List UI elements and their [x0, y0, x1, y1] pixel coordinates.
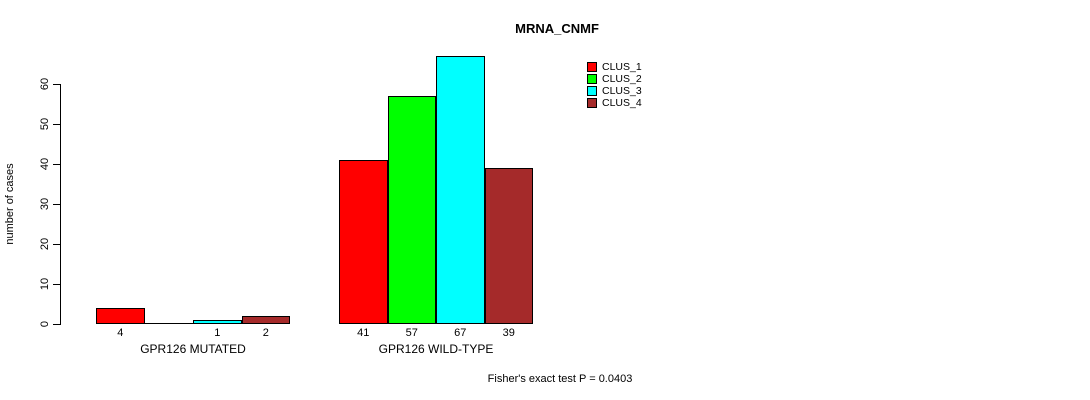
y-axis-line	[60, 84, 61, 325]
bar-value-label: 2	[262, 327, 269, 339]
y-tick-label: 30	[39, 197, 51, 211]
bar-clus_1	[339, 160, 388, 324]
y-tick-mark	[53, 163, 60, 165]
legend-item-clus_1: CLUS_1	[587, 61, 642, 73]
bar-value-label: 1	[214, 327, 221, 339]
legend-item-clus_3: CLUS_3	[587, 85, 642, 97]
legend-swatch-icon	[587, 86, 597, 96]
legend-label: CLUS_4	[602, 97, 642, 109]
y-tick-mark	[53, 283, 60, 285]
footnote-text: Fisher's exact test P = 0.0403	[487, 373, 633, 385]
y-tick-mark	[53, 323, 60, 325]
bar-value-label: 4	[117, 327, 124, 339]
y-tick-label: 20	[39, 237, 51, 251]
chart-title: MRNA_CNMF	[515, 21, 599, 36]
bar-clus_3	[193, 320, 242, 324]
y-tick-label: 10	[39, 277, 51, 291]
legend-swatch-icon	[587, 62, 597, 72]
bar-clus_1	[96, 308, 145, 324]
bar-clus_2	[144, 323, 193, 324]
y-tick-mark	[53, 83, 60, 85]
legend-swatch-icon	[587, 74, 597, 84]
y-tick-mark	[53, 203, 60, 205]
bar-value-label: 41	[357, 327, 370, 339]
y-tick-label: 0	[39, 320, 51, 328]
x-group-label: GPR126 WILD-TYPE	[378, 342, 494, 356]
bar-clus_2	[387, 96, 436, 324]
y-tick-label: 60	[39, 77, 51, 91]
legend-swatch-icon	[587, 98, 597, 108]
y-tick-label: 40	[39, 157, 51, 171]
y-tick-mark	[53, 123, 60, 125]
legend-label: CLUS_2	[602, 73, 642, 85]
bar-value-label: 39	[502, 327, 515, 339]
bar-value-label: 67	[454, 327, 467, 339]
legend-label: CLUS_3	[602, 85, 642, 97]
bar-clus_4	[484, 168, 533, 324]
bar-value-label: 57	[405, 327, 418, 339]
y-axis-label: number of cases	[4, 163, 16, 245]
legend: CLUS_1 CLUS_2 CLUS_3 CLUS_4	[587, 61, 642, 109]
legend-item-clus_4: CLUS_4	[587, 97, 642, 109]
bar-clus_4	[241, 316, 290, 324]
bar-clus_3	[436, 56, 485, 324]
y-tick-label: 50	[39, 117, 51, 131]
legend-label: CLUS_1	[602, 61, 642, 73]
y-tick-mark	[53, 243, 60, 245]
x-group-label: GPR126 MUTATED	[140, 342, 246, 356]
legend-item-clus_2: CLUS_2	[587, 73, 642, 85]
